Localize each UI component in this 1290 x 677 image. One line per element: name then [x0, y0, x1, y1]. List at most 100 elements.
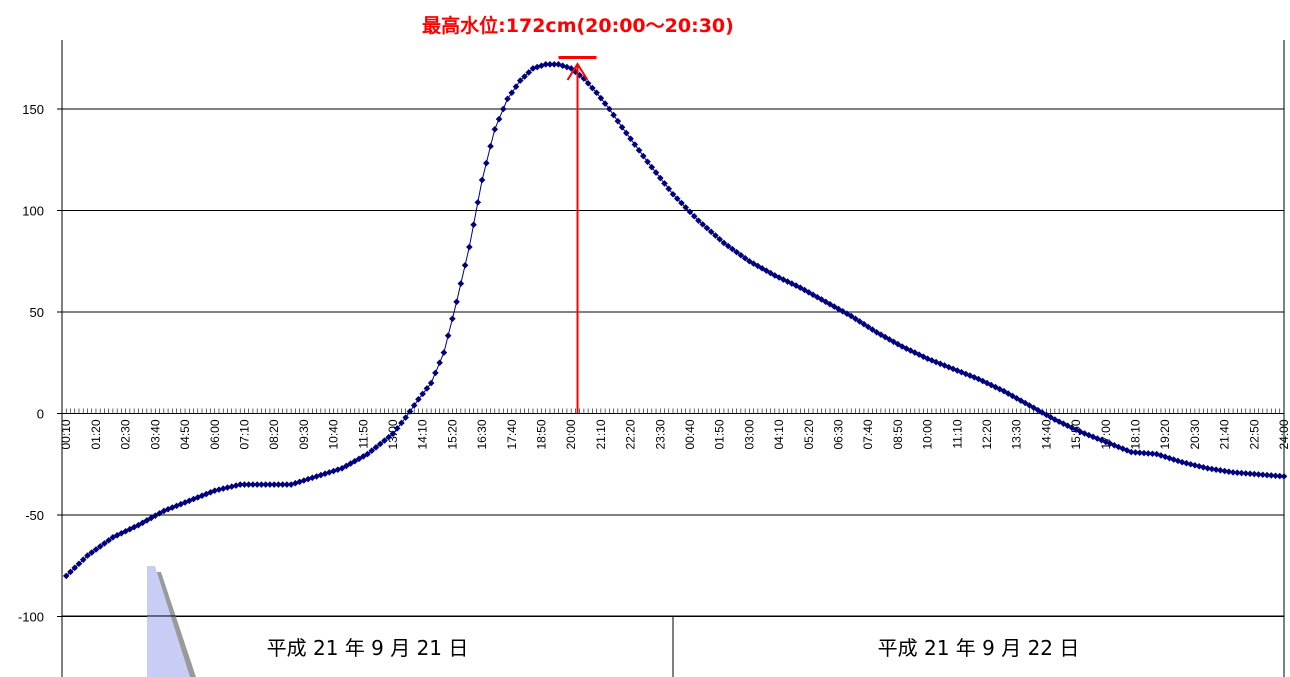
data-point	[1064, 422, 1071, 429]
data-point	[385, 433, 393, 441]
date-label: 平成 21 年 9 月 21 日	[267, 636, 469, 660]
data-point	[559, 62, 566, 69]
data-point	[695, 217, 702, 224]
data-point	[1242, 470, 1250, 477]
x-tick-label: 22:20	[624, 419, 638, 449]
data-point	[147, 514, 155, 522]
x-tick-label: 18:10	[1128, 419, 1142, 449]
data-point	[589, 84, 596, 92]
data-point	[207, 489, 214, 496]
series-line	[65, 63, 1285, 577]
data-point	[1280, 473, 1288, 480]
data-point	[703, 224, 711, 232]
x-tick-label: 05:20	[802, 419, 816, 449]
data-point	[279, 481, 286, 488]
data-point	[330, 467, 337, 475]
data-point	[355, 455, 363, 463]
data-point	[398, 419, 405, 427]
data-point	[342, 462, 350, 470]
data-point	[499, 105, 507, 113]
x-tick-label: 07:40	[861, 419, 875, 449]
data-point	[733, 248, 740, 256]
x-tick-label: 20:30	[1188, 419, 1202, 449]
data-point	[444, 332, 452, 339]
data-point	[623, 129, 630, 137]
data-point	[1132, 449, 1139, 456]
data-point	[1246, 470, 1254, 478]
x-tick-label: 01:50	[713, 419, 727, 449]
x-tick-label: 04:50	[178, 419, 192, 449]
data-point	[864, 323, 872, 331]
data-point	[215, 486, 223, 493]
data-point	[975, 375, 982, 383]
x-tick-label: 09:30	[297, 419, 311, 449]
data-point	[309, 474, 316, 482]
x-tick-label: 21:40	[1218, 419, 1232, 449]
data-point	[1140, 449, 1148, 457]
data-point	[869, 326, 876, 333]
data-point	[495, 115, 503, 123]
data-point	[648, 163, 656, 171]
x-tick-label: 03:40	[148, 419, 162, 449]
data-point	[1221, 467, 1228, 475]
data-point	[584, 79, 592, 87]
data-point	[741, 254, 749, 262]
data-point	[427, 379, 435, 387]
data-point	[720, 239, 728, 247]
data-point	[364, 450, 371, 458]
data-point	[474, 199, 482, 206]
data-point	[270, 481, 278, 488]
data-point	[211, 487, 219, 494]
data-point	[903, 345, 910, 352]
data-point	[466, 243, 473, 251]
x-tick-label: 10:00	[921, 419, 935, 449]
data-point	[792, 282, 800, 289]
data-point	[372, 444, 380, 451]
data-point	[610, 111, 617, 119]
data-point	[317, 471, 325, 479]
data-point	[1021, 399, 1029, 407]
data-point	[805, 289, 813, 296]
data-point	[890, 338, 897, 346]
data-point	[606, 105, 613, 113]
data-point	[245, 481, 252, 488]
data-point	[406, 408, 414, 415]
data-point	[508, 89, 516, 97]
data-point	[504, 95, 511, 103]
data-point	[1051, 416, 1059, 423]
data-point	[1259, 471, 1267, 479]
data-point	[729, 245, 736, 253]
data-point	[292, 479, 299, 487]
data-point	[160, 507, 168, 515]
data-point	[1238, 469, 1245, 477]
data-point	[521, 73, 528, 80]
data-point	[1234, 469, 1241, 477]
data-point	[877, 331, 885, 338]
data-point	[1068, 424, 1076, 432]
series-layer	[62, 61, 1288, 580]
x-tick-label: 15:20	[445, 419, 459, 449]
data-point	[970, 373, 978, 381]
data-point	[1263, 471, 1271, 479]
data-point	[525, 69, 533, 76]
x-tick-label: 01:20	[89, 419, 103, 449]
data-point	[389, 430, 397, 438]
data-point	[801, 286, 808, 294]
x-tick-label: 19:20	[1158, 419, 1172, 449]
x-tick-label: 06:00	[208, 419, 222, 449]
data-point	[512, 83, 520, 90]
x-tick-label: 14:10	[416, 419, 430, 449]
data-point	[555, 61, 562, 68]
x-tick-label: 21:10	[594, 419, 608, 449]
data-point	[597, 94, 605, 102]
data-point	[402, 414, 409, 421]
data-point	[368, 447, 376, 455]
data-point	[673, 195, 681, 202]
data-point	[185, 497, 193, 505]
data-point	[1272, 472, 1279, 480]
data-point	[546, 61, 554, 68]
data-point	[266, 481, 274, 488]
data-point	[516, 77, 524, 84]
data-point	[1276, 472, 1284, 480]
